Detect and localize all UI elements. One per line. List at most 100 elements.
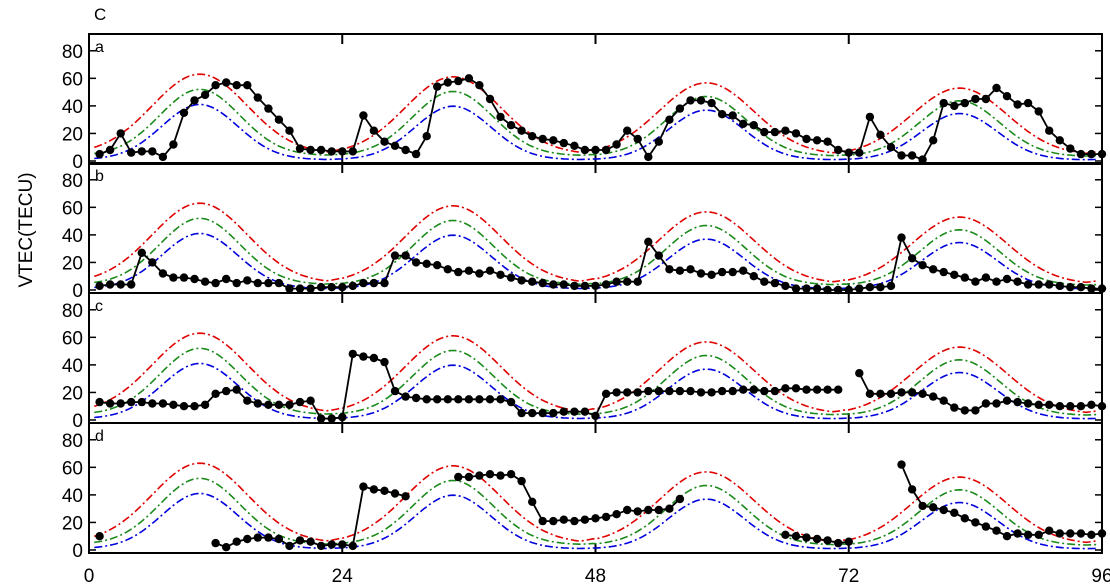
observed-point: [559, 138, 568, 148]
observed-point: [496, 112, 505, 122]
x-tick-label: 24: [332, 566, 354, 586]
observed-point: [179, 108, 189, 118]
observed-point: [295, 536, 305, 545]
observed-point: [327, 283, 336, 292]
observed-point: [549, 516, 558, 526]
observed-point: [169, 273, 178, 282]
observed-point: [1045, 126, 1054, 135]
observed-point: [148, 399, 157, 408]
observed-point: [876, 130, 885, 139]
observed-point: [1055, 281, 1065, 291]
observed-point: [253, 278, 262, 288]
observed-point: [1034, 400, 1043, 409]
observed-point: [232, 537, 241, 546]
observed-point: [359, 352, 368, 361]
observed-point: [802, 533, 811, 542]
observed-point: [211, 389, 220, 398]
observed-point: [897, 151, 906, 160]
observed-point: [528, 408, 537, 418]
model-curve-green: [94, 347, 1097, 416]
y-tick-label: 20: [62, 124, 83, 145]
observed-point: [707, 270, 716, 279]
observed-point: [791, 384, 801, 393]
observed-point: [411, 258, 421, 267]
y-tick-label: 40: [62, 97, 83, 118]
observed-point: [992, 399, 1001, 408]
observed-point: [327, 147, 336, 156]
observed-point: [369, 485, 379, 494]
observed-point: [200, 277, 210, 286]
y-tick-label: 40: [62, 356, 83, 377]
observed-point: [823, 536, 832, 545]
observed-point: [929, 503, 938, 512]
observed-point: [295, 144, 305, 153]
observed-point: [338, 413, 347, 422]
observed-point: [549, 280, 558, 289]
observed-point: [211, 538, 220, 548]
observed-point: [907, 254, 917, 263]
model-curve-blue: [94, 362, 1097, 420]
observed-point: [528, 277, 537, 286]
observed-point: [591, 514, 600, 523]
observed-point: [1013, 397, 1022, 407]
observed-point: [359, 482, 368, 491]
observed-point: [696, 388, 706, 397]
observed-point: [232, 81, 241, 90]
observed-point: [401, 392, 410, 401]
observed-point: [116, 129, 125, 138]
observed-point: [739, 266, 748, 275]
observed-point: [1087, 149, 1096, 159]
observed-point: [633, 507, 642, 516]
observed-point: [570, 281, 579, 291]
observed-point: [950, 403, 959, 412]
observed-point: [802, 385, 811, 394]
observed-point: [137, 147, 146, 156]
observed-point: [897, 233, 906, 242]
observed-point: [950, 101, 959, 111]
panel-b: 0 20 40 60 80 b: [62, 162, 1107, 302]
observed-point: [601, 512, 611, 522]
observed-point: [190, 96, 199, 105]
observed-point: [654, 386, 663, 396]
observed-point: [1066, 529, 1075, 538]
observed-point: [686, 265, 695, 274]
observed-point: [623, 505, 632, 515]
observed-point: [443, 78, 452, 87]
observed-point: [929, 136, 938, 145]
observed-point: [601, 145, 611, 155]
observed-point: [1045, 400, 1054, 409]
observed-point: [644, 505, 653, 515]
observed-point: [316, 145, 326, 155]
observed-point: [506, 121, 516, 130]
observed-point: [981, 94, 991, 104]
y-tick-label: 60: [62, 69, 83, 90]
observed-point: [411, 149, 421, 159]
observed-point: [971, 518, 980, 527]
observed-point: [644, 237, 653, 246]
observed-point: [665, 115, 674, 124]
observed-point: [485, 266, 495, 275]
observed-point: [570, 407, 579, 416]
observed-point: [1087, 284, 1096, 293]
observed-point: [823, 385, 832, 394]
observed-point: [1023, 530, 1033, 539]
observed-point: [834, 538, 843, 548]
observed-point: [538, 278, 547, 288]
observed-point: [707, 98, 716, 108]
observed-point: [623, 126, 632, 135]
observed-point: [475, 81, 484, 90]
observed-point: [274, 115, 284, 124]
y-tick-label: 60: [62, 198, 83, 219]
observed-point: [834, 145, 843, 155]
observed-point: [390, 489, 400, 498]
observed-point: [127, 397, 136, 407]
observed-point: [127, 280, 136, 289]
observed-point: [886, 281, 896, 291]
y-tick-label: 60: [62, 328, 83, 349]
observed-point: [580, 145, 590, 155]
observed-point: [1013, 100, 1022, 109]
observed-point: [390, 386, 400, 396]
observed-point: [580, 407, 590, 416]
observed-point: [105, 145, 115, 155]
